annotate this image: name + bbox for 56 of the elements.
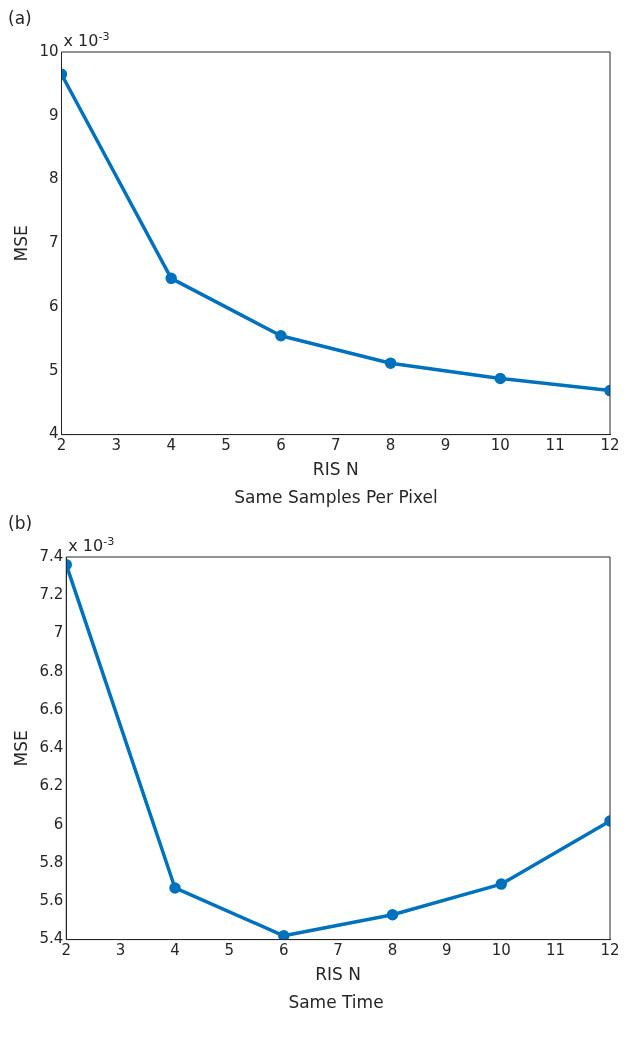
x-tick-label: 9 <box>440 436 451 455</box>
y-tick-label: 9 <box>48 105 59 124</box>
x-tick-label: 10 <box>491 941 511 960</box>
y-tick-label: 5.4 <box>39 929 64 948</box>
point <box>169 882 181 894</box>
x-tick-label: 3 <box>111 436 122 455</box>
x-tick-label: 8 <box>387 941 398 960</box>
x-tick-label: 8 <box>385 436 396 455</box>
x-tick-label: 4 <box>166 436 176 455</box>
x-tick-label: 2 <box>56 436 67 455</box>
point <box>278 930 290 940</box>
y-tick-label: 5.6 <box>39 891 64 910</box>
x-axis-title: RIS N <box>315 964 361 985</box>
x-tick-label: 12 <box>600 436 620 455</box>
y-tick-label: 6.4 <box>39 738 64 757</box>
x-tick-label: 6 <box>276 436 286 455</box>
point <box>386 908 399 921</box>
y-tick-label: 6.8 <box>39 661 64 680</box>
y-tick-label: 7 <box>48 233 59 252</box>
y-tick-label: 8 <box>48 169 59 188</box>
x-tick-label: 2 <box>61 941 72 960</box>
y-tick-label: 6 <box>48 296 59 315</box>
x-axis-title: RIS N <box>312 459 359 480</box>
y-tick-label: 7 <box>53 623 64 642</box>
x-tick-label: 11 <box>545 436 565 455</box>
y-tick-label: 7.2 <box>39 585 64 604</box>
y-tick-label: 5 <box>48 360 59 379</box>
point <box>165 272 177 285</box>
x-tick-label: 12 <box>600 941 620 960</box>
x-tick-label: 6 <box>278 941 289 960</box>
x-tick-label: 7 <box>330 436 341 455</box>
x-tick-label: 4 <box>170 941 180 960</box>
text: Same Samples Per Pixel <box>233 487 439 509</box>
x-tick-label: 11 <box>546 941 566 960</box>
text: Same Time <box>287 992 385 1014</box>
y-tick-label: 6 <box>53 814 64 833</box>
y-tick-label: 5.8 <box>39 852 64 871</box>
point <box>494 372 507 385</box>
x-tick-label: 5 <box>221 436 231 455</box>
point <box>275 330 287 342</box>
x-tick-label: 9 <box>442 941 452 960</box>
x-tick-label: 5 <box>224 941 235 960</box>
y-axis-title: MSE <box>10 730 31 767</box>
point <box>495 878 507 890</box>
y-tick-label: 7.4 <box>39 546 64 565</box>
y-tick-label: 6.2 <box>39 776 64 795</box>
x-tick-label: 7 <box>333 941 343 960</box>
chart-title: (b) <box>8 513 34 533</box>
point <box>384 357 397 369</box>
x-tick-label: 10 <box>490 436 510 455</box>
y-axis-title: MSE <box>10 225 31 262</box>
y-tick-label: 4 <box>48 424 59 443</box>
y-tick-label: 6.6 <box>39 699 64 718</box>
x-tick-label: 3 <box>115 941 126 960</box>
y-tick-label: 10 <box>39 41 59 60</box>
chart-title: (a) <box>8 8 33 28</box>
